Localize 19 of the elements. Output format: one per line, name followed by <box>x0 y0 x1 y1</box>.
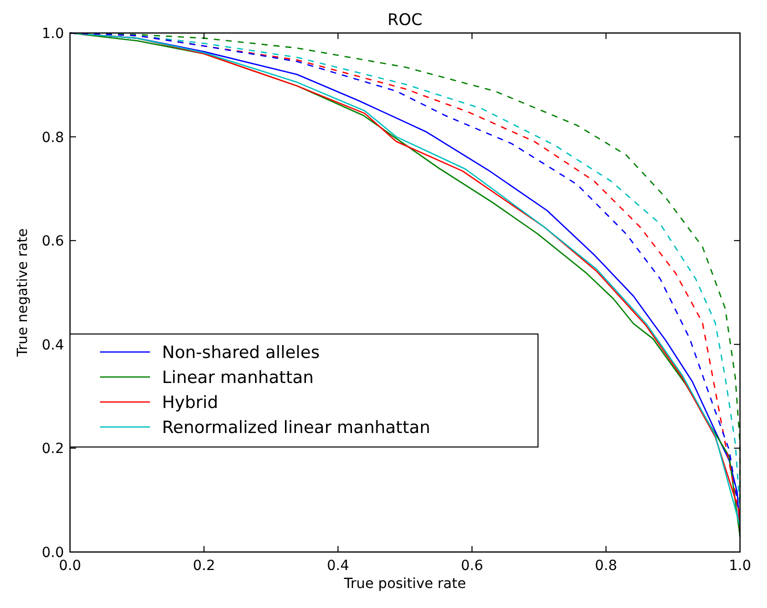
chart-title: ROC <box>388 10 422 29</box>
y-tick-label: 0.0 <box>42 545 64 561</box>
y-tick-label: 0.8 <box>42 130 64 146</box>
legend-label: Renormalized linear manhattan <box>162 418 430 438</box>
y-tick-label: 0.6 <box>42 234 64 250</box>
x-tick-label: 0.8 <box>594 558 618 574</box>
y-tick-label: 1.0 <box>42 26 64 42</box>
x-tick-label: 1.0 <box>728 558 752 574</box>
legend-label: Linear manhattan <box>162 368 314 388</box>
legend-label: Non-shared alleles <box>162 343 320 363</box>
y-tick-label: 0.4 <box>42 337 64 354</box>
x-tick-label: 0.4 <box>326 558 350 574</box>
y-tick-label: 0.2 <box>42 441 64 458</box>
legend-label: Hybrid <box>162 393 218 413</box>
x-axis-title: True positive rate <box>343 576 466 592</box>
x-tick-label: 0.6 <box>460 558 484 574</box>
x-tick-label: 0.2 <box>192 558 216 574</box>
y-axis-title: True negative rate <box>15 228 31 358</box>
x-tick-label: 0.0 <box>58 558 82 574</box>
